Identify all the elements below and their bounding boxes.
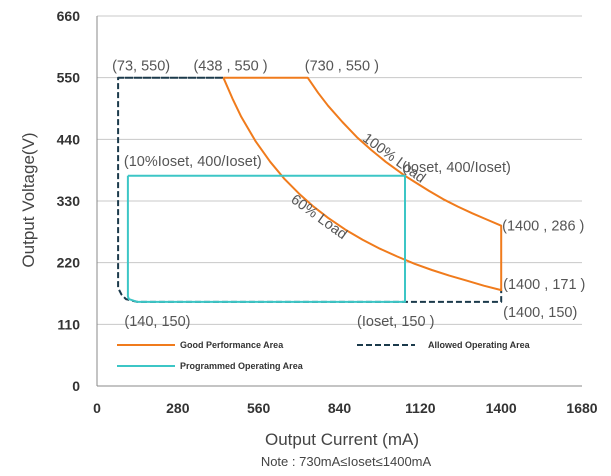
y-tick-label: 220 xyxy=(57,255,81,271)
point-annotation: (1400, 150) xyxy=(503,305,577,321)
series xyxy=(118,78,501,302)
point-annotation: (730 , 550 ) xyxy=(305,59,379,75)
point-annotation: (1400 , 171 ) xyxy=(503,277,585,293)
x-axis-title: Output Current (mA) xyxy=(265,430,419,449)
y-axis-title: Output Voltage(V) xyxy=(19,132,38,267)
legend-label-good: Good Performance Area xyxy=(180,340,284,350)
x-tick-label: 840 xyxy=(328,400,352,416)
x-tick-label: 280 xyxy=(166,400,190,416)
series-good xyxy=(223,78,501,290)
series-allowed xyxy=(118,78,501,302)
point-annotation: (1400 , 286 ) xyxy=(502,219,584,235)
point-annotation: (438 , 550 ) xyxy=(193,59,267,75)
legend-label-programmed: Programmed Operating Area xyxy=(180,361,304,371)
y-tick-label: 0 xyxy=(72,378,80,394)
curve-label: 60% Load xyxy=(288,192,350,243)
point-annotation: (140, 150) xyxy=(124,314,190,330)
point-annotation: (10%Ioset, 400/Ioset) xyxy=(124,154,262,170)
x-tick-label: 1400 xyxy=(486,400,517,416)
point-annotation: (Ioset, 150 ) xyxy=(357,314,434,330)
y-tick-label: 550 xyxy=(57,70,81,86)
note-text: Note : 730mA≤Ioset≤1400mA xyxy=(261,454,432,469)
point-annotation: (73, 550) xyxy=(112,59,170,75)
y-tick-label: 330 xyxy=(57,193,81,209)
x-tick-label: 1680 xyxy=(566,400,597,416)
annotations: (73, 550) (438 , 550 ) (730 , 550 ) (10%Ios… xyxy=(112,59,585,330)
y-tick-label: 110 xyxy=(57,316,80,332)
x-tick-label: 1120 xyxy=(405,400,436,416)
x-tick-label: 560 xyxy=(247,400,271,416)
x-tick-label: 0 xyxy=(93,400,101,416)
y-tick-label: 440 xyxy=(57,131,81,147)
legend-label-allowed: Allowed Operating Area xyxy=(428,340,531,350)
y-tick-label: 660 xyxy=(57,8,81,24)
legend: Good Performance Area Allowed Operating A… xyxy=(117,340,531,371)
series-programmed xyxy=(128,176,405,302)
